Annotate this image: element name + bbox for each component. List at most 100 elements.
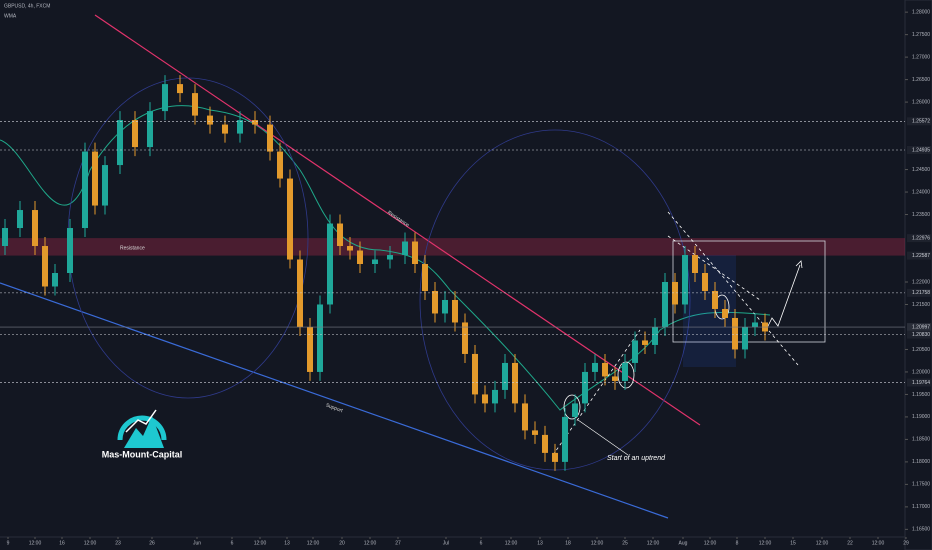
- y-tick-label: 1.16500: [912, 527, 930, 533]
- candle-body: [192, 93, 198, 116]
- indicator-label: WMA: [4, 13, 17, 19]
- candle-body: [132, 120, 138, 148]
- candle-body: [2, 228, 8, 247]
- y-tick-label: 1.20500: [912, 347, 930, 353]
- candle-body: [672, 281, 678, 305]
- candle-body: [702, 272, 708, 291]
- trendline-resistance: [94, 14, 701, 426]
- level-label: 1.21758: [912, 290, 930, 296]
- level-tag: [907, 234, 931, 243]
- uptrend-label: Start of an uptrend: [607, 455, 666, 462]
- candle-body: [722, 308, 728, 318]
- logo: Mas-Mount-Capital: [102, 409, 183, 459]
- x-tick-label: 15: [790, 540, 796, 546]
- x-tick-label: Jul: [443, 540, 449, 546]
- x-tick-label: Jun: [193, 540, 201, 546]
- x-tick-label: 12:00: [759, 540, 772, 546]
- candle-body: [612, 376, 618, 381]
- level-label: 1.20830: [912, 332, 930, 338]
- zone-band: [0, 238, 905, 256]
- x-tick-label: 23: [115, 540, 121, 546]
- candle-body: [337, 223, 343, 247]
- candle-body: [432, 290, 438, 314]
- level-label: 1.25572: [912, 119, 930, 125]
- projection-arrow: [765, 264, 801, 331]
- logo-text: Mas-Mount-Capital: [102, 449, 183, 459]
- candle-body: [347, 246, 353, 251]
- y-tick-label: 1.28000: [912, 9, 930, 15]
- support-label: Support: [325, 402, 344, 414]
- level-tag: [907, 117, 931, 126]
- x-tick-label: 12:00: [591, 540, 604, 546]
- y-tick-label: 1.17000: [912, 504, 930, 510]
- candle-body: [327, 223, 333, 305]
- y-tick-label: 1.21500: [912, 302, 930, 308]
- level-tag: [907, 330, 931, 339]
- x-tick-label: 12:00: [505, 540, 518, 546]
- candle-body: [42, 246, 48, 287]
- x-tick-label: 12:00: [84, 540, 97, 546]
- x-tick-label: 13: [537, 540, 543, 546]
- candle-body: [652, 326, 658, 345]
- x-tick-label: 27: [395, 540, 401, 546]
- candle-body: [252, 120, 258, 125]
- x-tick-label: 6: [480, 540, 483, 546]
- price-axis: [904, 0, 932, 550]
- candle-body: [52, 272, 58, 287]
- trendline-support: [0, 282, 669, 519]
- x-tick-label: 12:00: [29, 540, 42, 546]
- candle-body: [552, 452, 558, 462]
- level-tag: [907, 323, 931, 332]
- candle-body: [492, 389, 498, 404]
- y-tick-label: 1.26000: [912, 99, 930, 105]
- x-tick-label: 6: [231, 540, 234, 546]
- candle-body: [472, 353, 478, 395]
- level-label: 1.22587: [912, 253, 930, 259]
- candle-body: [32, 210, 38, 247]
- callout-line: [577, 419, 629, 456]
- candle-body: [732, 317, 738, 350]
- candle-body: [592, 362, 598, 372]
- candle-body: [442, 299, 448, 314]
- candle-body: [482, 394, 488, 404]
- logo-mountain: [124, 416, 164, 448]
- candle-body: [642, 340, 648, 345]
- candle-body: [237, 120, 243, 134]
- zone-label: Resistance: [120, 245, 145, 251]
- level-label: 1.19764: [912, 380, 930, 386]
- x-tick-label: 20: [339, 540, 345, 546]
- resistance-zone: [0, 238, 905, 256]
- level-label: 1.24935: [912, 147, 930, 153]
- candle-body: [287, 178, 293, 260]
- x-tick-label: 18: [565, 540, 571, 546]
- candle-body: [692, 255, 698, 273]
- candle-body: [267, 124, 273, 152]
- candle-body: [117, 120, 123, 166]
- candle-body: [572, 403, 578, 417]
- y-tick-label: 1.24500: [912, 167, 930, 173]
- x-tick-label: 12:00: [254, 540, 267, 546]
- candle-body: [307, 326, 313, 372]
- candle-body: [512, 362, 518, 404]
- y-tick-label: 1.22000: [912, 279, 930, 285]
- candle-body: [662, 281, 668, 327]
- candle-body: [622, 362, 628, 381]
- candle-body: [277, 151, 283, 179]
- candle-body: [412, 241, 418, 265]
- level-label: 1.22976: [912, 235, 930, 241]
- highlight-circle: [617, 361, 635, 389]
- y-tick-label: 1.20000: [912, 369, 930, 375]
- y-tick-label: 1.27500: [912, 32, 930, 38]
- y-tick-label: 1.17500: [912, 482, 930, 488]
- x-tick-label: 12:00: [364, 540, 377, 546]
- x-tick-label: 29: [903, 540, 909, 546]
- candle-body: [67, 228, 73, 273]
- candle-body: [562, 416, 568, 462]
- y-tick-label: 1.24000: [912, 189, 930, 195]
- candle-body: [92, 151, 98, 206]
- y-tick-label: 1.27000: [912, 54, 930, 60]
- x-tick-label: 12:00: [816, 540, 829, 546]
- candle-body: [357, 250, 363, 265]
